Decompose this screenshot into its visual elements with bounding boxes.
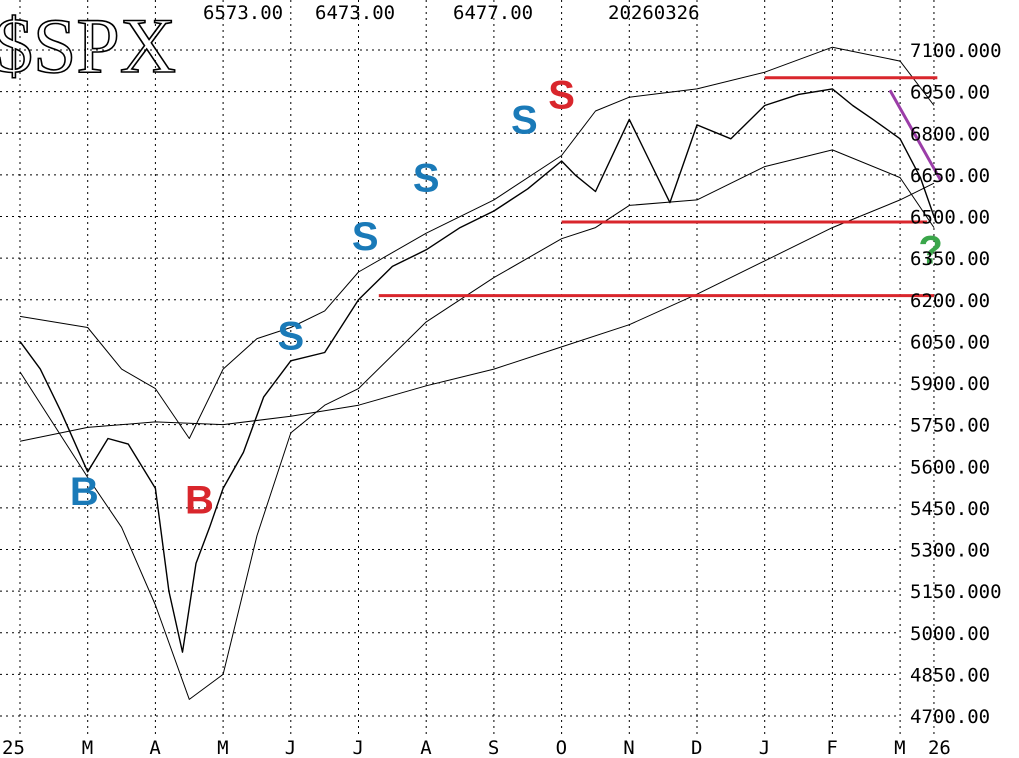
chart-grid: [0, 0, 935, 736]
signal-label: S: [277, 315, 304, 359]
x-tick-label: S: [488, 737, 499, 758]
chart-series: [19, 46, 935, 700]
y-tick-label: 5600.00: [910, 456, 990, 478]
header-close: 6477.00: [453, 2, 533, 24]
chart-lines: [378, 76, 943, 298]
signal-label: S: [548, 73, 575, 117]
x-tick-label: 25: [2, 737, 25, 758]
x-tick-label: M: [217, 737, 228, 758]
x-tick-label: O: [556, 737, 567, 758]
header-high: 6573.00: [203, 2, 283, 24]
signal-label: ?: [918, 229, 942, 273]
y-tick-label: 6500.00: [910, 207, 990, 229]
series-band-lower: [19, 149, 935, 700]
y-tick-label: 6950.00: [910, 82, 990, 104]
header-date: 20260326: [608, 2, 700, 24]
y-tick-label: 5150.000: [910, 581, 1002, 603]
y-tick-label: 6800.00: [910, 123, 990, 145]
x-tick-label: J: [759, 737, 770, 758]
x-tick-label: A: [149, 737, 161, 758]
y-tick-label: 5000.00: [910, 623, 990, 645]
signal-label: B: [185, 478, 214, 522]
series-ma-long: [19, 182, 935, 442]
y-tick-label: 5900.00: [910, 373, 990, 395]
downtrend-line: [888, 89, 943, 182]
signal-label: S: [352, 215, 379, 259]
y-tick-label: 6350.00: [910, 248, 990, 270]
y-axis-ticks: 7100.000 6950.00 6800.00 6650.00 6500.00 6350…: [910, 40, 1002, 728]
y-tick-label: 6650.00: [910, 165, 990, 187]
x-tick-label: J: [353, 737, 364, 758]
x-tick-label: N: [623, 737, 634, 758]
x-tick-label: F: [826, 737, 837, 758]
x-tick-label: J: [285, 737, 296, 758]
y-tick-label: 7100.000: [910, 40, 1002, 62]
header-low: 6473.00: [315, 2, 395, 24]
y-tick-label: 5300.00: [910, 540, 990, 562]
series-price: [19, 88, 935, 653]
x-axis-ticks: 25 M A M J J A S O N D J F M 26: [2, 737, 951, 758]
y-tick-label: 4850.00: [910, 664, 990, 686]
y-tick-label: 6200.00: [910, 290, 990, 312]
signal-label: S: [511, 98, 538, 142]
signal-label: B: [70, 470, 99, 514]
x-tick-label: D: [691, 737, 702, 758]
x-tick-label: 26: [928, 737, 951, 758]
x-tick-label: A: [420, 737, 432, 758]
signal-label: S: [413, 157, 440, 201]
series-band-upper: [19, 46, 935, 439]
x-tick-label: M: [894, 737, 905, 758]
chart-symbol-title: $SPX: [0, 2, 176, 89]
y-tick-label: 5750.00: [910, 415, 990, 437]
x-tick-label: M: [82, 737, 93, 758]
y-tick-label: 4700.00: [910, 706, 990, 728]
y-tick-label: 5450.00: [910, 498, 990, 520]
y-tick-label: 6050.00: [910, 331, 990, 353]
